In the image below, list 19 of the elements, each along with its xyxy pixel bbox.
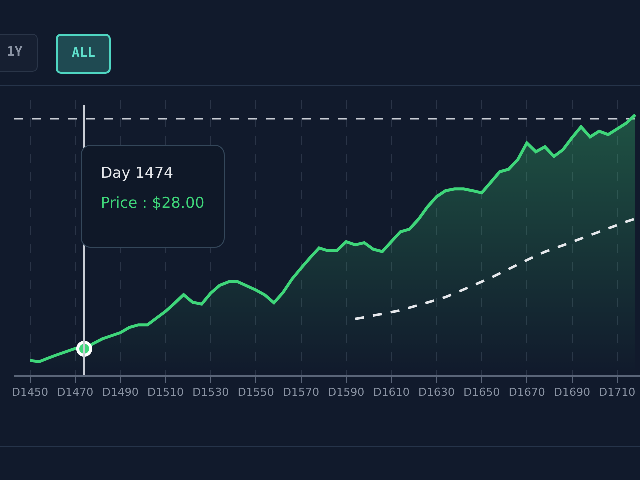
x-tick-label: D1590 — [328, 386, 365, 400]
tooltip: Day 1474 Price : $28.00 — [81, 145, 225, 248]
x-tick-label: D1610 — [373, 386, 410, 400]
x-tick-label: D1450 — [12, 386, 48, 400]
x-tick-label: D1690 — [554, 386, 590, 400]
annotation: Price : $28.00 — [101, 194, 206, 212]
x-tick-label: D1570 — [283, 386, 320, 400]
text: ALL — [56, 34, 112, 74]
x-tick-label: D1710 — [599, 386, 636, 400]
annotation: Day 1474 — [101, 164, 175, 182]
x-tick-label: D1490 — [102, 386, 139, 400]
x-tick-label: D1530 — [192, 386, 230, 400]
x-tick-label: D1470 — [57, 386, 94, 400]
x-tick-label: D1650 — [464, 386, 500, 400]
x-tick-label: D1550 — [238, 386, 274, 400]
x-tick-label: D1670 — [508, 386, 546, 400]
x-tick-label: D1510 — [148, 386, 184, 400]
text: 1Y — [0, 34, 38, 72]
x-tick-label: D1630 — [418, 386, 455, 400]
